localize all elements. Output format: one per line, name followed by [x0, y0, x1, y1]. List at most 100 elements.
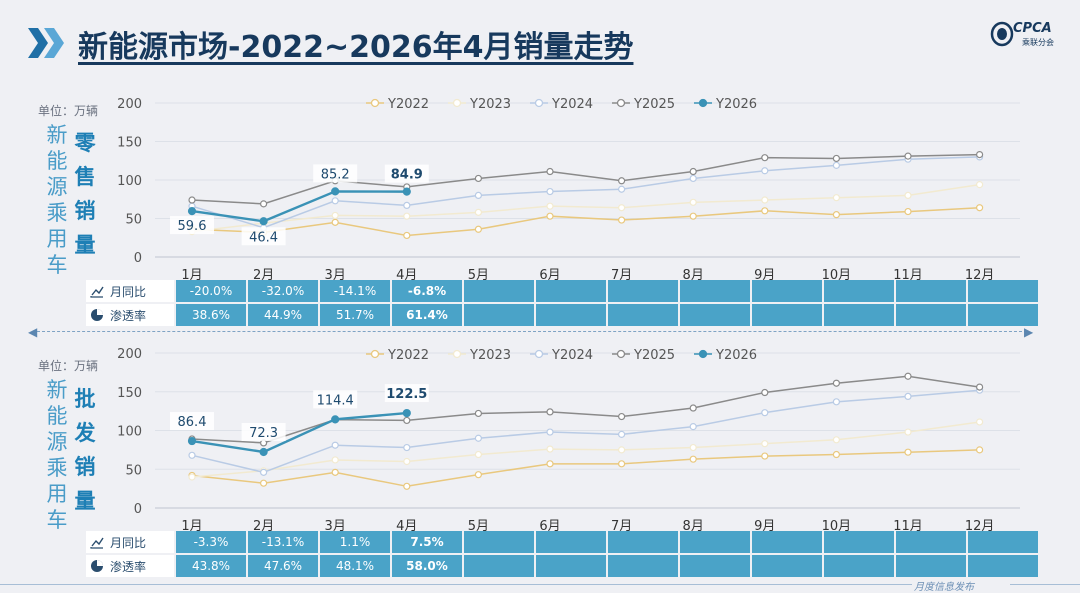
data-label-bg — [313, 390, 358, 409]
legend-marker — [452, 349, 462, 359]
data-point-y2022 — [546, 212, 554, 220]
table-cell — [752, 531, 822, 553]
data-point-y2023 — [331, 211, 339, 220]
data-point-y2026 — [331, 415, 340, 424]
side-label-char: 乘 — [46, 456, 68, 480]
side-label-char: 销 — [74, 455, 96, 479]
x-tick-label: 6月 — [539, 268, 560, 283]
series-line-y2023 — [191, 183, 980, 233]
table-cell — [824, 531, 894, 553]
x-tick-label: 1月 — [181, 268, 202, 283]
data-point-y2024 — [832, 161, 841, 169]
data-point-y2023 — [904, 191, 912, 199]
legend-marker — [370, 349, 380, 359]
table-cell — [464, 280, 534, 302]
data-point-y2023 — [188, 473, 196, 481]
data-point-y2023 — [474, 450, 482, 459]
table-cell: 7.5% — [392, 531, 462, 553]
table-cell: -14.1% — [320, 280, 390, 302]
data-point-y2024 — [904, 392, 912, 400]
data-point-y2022 — [832, 211, 841, 219]
page-title: 新能源市场-2022~2026年4月销量走势 — [78, 30, 634, 65]
x-tick-label: 8月 — [683, 519, 704, 534]
table-cell: 47.6% — [248, 555, 318, 577]
table-cell — [680, 555, 750, 577]
table-cell — [752, 555, 822, 577]
table-cell — [608, 280, 678, 302]
side-label-char: 零 — [74, 131, 96, 155]
legend-label: Y2022 — [387, 97, 429, 112]
legend-label: Y2026 — [715, 97, 757, 112]
x-tick-label: 7月 — [611, 268, 632, 283]
data-point-y2025 — [832, 154, 841, 163]
table-cell: 1.1% — [320, 531, 390, 553]
data-point-y2023 — [689, 198, 697, 206]
legend-marker — [698, 349, 708, 359]
data-label: 122.5 — [386, 387, 427, 402]
table-cell — [680, 531, 750, 553]
data-point-y2022 — [617, 460, 626, 468]
data-label: 84.9 — [391, 168, 423, 183]
x-tick-label: 7月 — [611, 519, 632, 534]
table-cell — [896, 304, 966, 326]
legend-label: Y2025 — [633, 348, 675, 363]
data-label: 85.2 — [321, 167, 350, 182]
y-tick-label: 150 — [117, 136, 142, 151]
wholesale-pen-label: 渗透率 — [110, 559, 147, 574]
retail-pen-header: 渗透率 — [86, 304, 174, 326]
data-point-y2022 — [403, 482, 411, 490]
series-line-y2023 — [191, 421, 980, 478]
table-cell: 58.0% — [392, 555, 462, 577]
data-point-y2024 — [403, 201, 411, 210]
side-label-char: 量 — [74, 233, 96, 257]
side-label-char: 源 — [46, 430, 68, 454]
data-point-y2023 — [975, 418, 984, 426]
data-point-y2024 — [474, 191, 482, 199]
data-point-y2022 — [331, 468, 339, 476]
table-cell — [608, 531, 678, 553]
cpca-logo — [990, 21, 1014, 47]
data-point-y2025 — [546, 167, 554, 176]
table-cell — [896, 531, 966, 553]
y-tick-label: 0 — [134, 251, 142, 266]
table-cell — [968, 555, 1038, 577]
table-cell — [464, 555, 534, 577]
trend-chart-icon — [90, 537, 104, 549]
table-cell — [608, 555, 678, 577]
table-cell — [680, 304, 750, 326]
table-cell — [968, 531, 1038, 553]
side-label-char: 源 — [46, 175, 68, 199]
table-cell — [896, 555, 966, 577]
table-cell — [464, 531, 534, 553]
side-label-char: 车 — [46, 508, 68, 532]
table-cell: 38.6% — [176, 304, 246, 326]
x-tick-label: 2月 — [253, 519, 274, 534]
table-cell — [608, 304, 678, 326]
y-tick-label: 0 — [134, 502, 142, 517]
table-cell — [536, 555, 606, 577]
table-cell — [896, 280, 966, 302]
data-point-y2022 — [689, 212, 697, 220]
side-label-char: 用 — [46, 482, 68, 506]
table-cell — [824, 555, 894, 577]
logo-subtext: 乘联分会 — [1022, 38, 1054, 47]
data-point-y2023 — [689, 443, 697, 452]
table-cell — [968, 280, 1038, 302]
data-point-y2024 — [188, 451, 196, 459]
table-cell: -3.3% — [176, 531, 246, 553]
data-point-y2025 — [832, 379, 841, 387]
data-point-y2023 — [546, 202, 554, 210]
y-tick-label: 100 — [117, 174, 142, 189]
data-label-bg — [170, 412, 214, 431]
x-tick-label: 4月 — [396, 519, 417, 534]
table-cell — [536, 531, 606, 553]
data-point-y2022 — [474, 471, 482, 479]
side-label-char: 乘 — [46, 201, 68, 225]
data-point-y2025 — [260, 200, 268, 208]
table-cell: 61.4% — [392, 304, 462, 326]
table-cell: -13.1% — [248, 531, 318, 553]
data-point-y2025 — [761, 388, 769, 397]
side-label-char: 新 — [46, 123, 68, 147]
